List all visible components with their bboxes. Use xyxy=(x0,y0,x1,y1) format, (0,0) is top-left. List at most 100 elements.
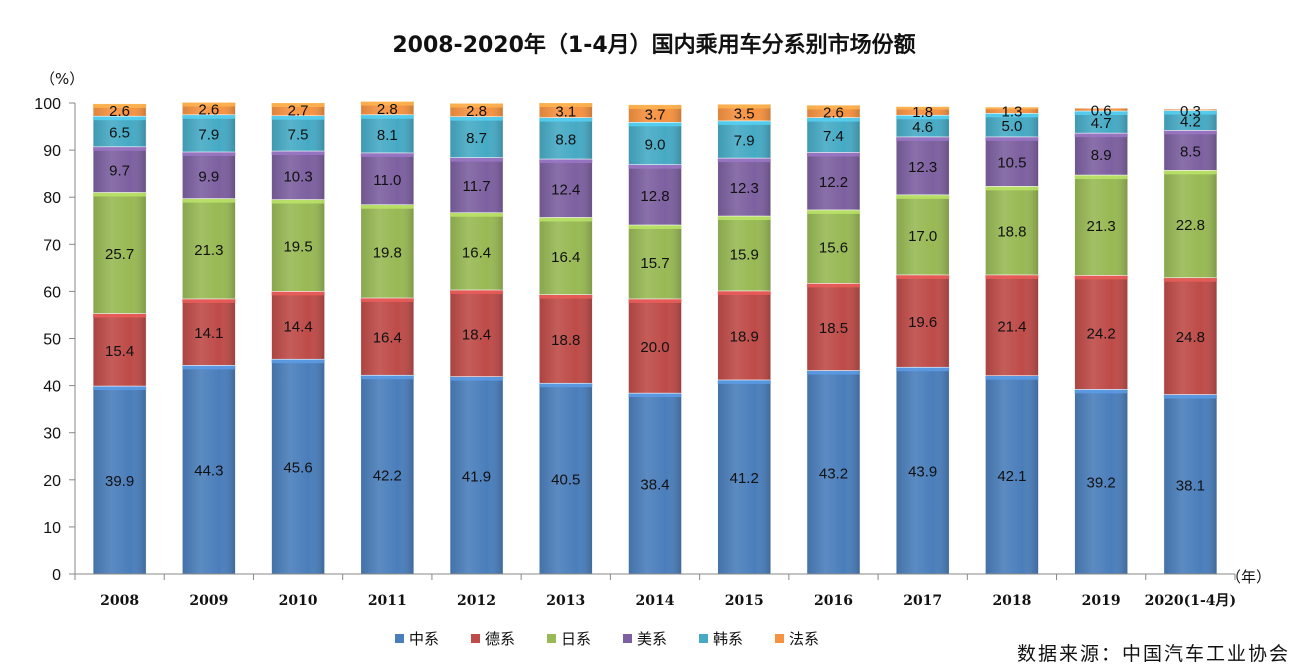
bar-sheen xyxy=(806,283,860,371)
x-unit-label: （年） xyxy=(1226,568,1271,586)
bar-bevel xyxy=(93,146,147,151)
bar-sheen xyxy=(271,359,325,574)
x-tick-label: 2017 xyxy=(903,593,942,609)
bar-bevel xyxy=(182,151,236,156)
bar-sheen xyxy=(1163,130,1217,171)
data-label: 12.4 xyxy=(551,181,580,198)
legend-label: 美系 xyxy=(637,630,667,648)
x-tick-label: 2013 xyxy=(546,593,585,609)
bar-sheen xyxy=(628,104,682,123)
bar-sheen xyxy=(93,116,147,147)
data-label: 14.4 xyxy=(283,318,312,335)
bar-bevel xyxy=(1074,133,1128,138)
x-tick-label: 2019 xyxy=(1082,593,1121,609)
bar-sheen xyxy=(271,115,325,152)
bar-bevel xyxy=(896,106,950,110)
bar-bevel xyxy=(93,116,147,121)
bar-sheen xyxy=(1074,175,1128,276)
bar-sheen xyxy=(271,291,325,360)
y-tick-label: 70 xyxy=(43,237,61,254)
bar-sheen xyxy=(985,375,1039,574)
bar-bevel xyxy=(1163,170,1217,175)
bar-sheen xyxy=(1074,108,1128,112)
data-label: 43.9 xyxy=(908,464,937,481)
data-label: 15.7 xyxy=(640,255,669,272)
bar-bevel xyxy=(539,383,593,388)
bar-bevel xyxy=(360,375,414,380)
data-label: 0.6 xyxy=(1091,103,1112,120)
legend-swatch-0 xyxy=(395,634,404,643)
bar-bevel xyxy=(450,289,504,294)
bar-bevel xyxy=(182,102,236,107)
data-label: 17.0 xyxy=(908,228,937,245)
bar-bevel xyxy=(360,297,414,302)
bar-sheen xyxy=(539,383,593,574)
data-label: 10.5 xyxy=(997,155,1026,172)
x-tick-label: 2016 xyxy=(814,593,853,609)
bar-bevel xyxy=(539,159,593,164)
data-label: 16.4 xyxy=(462,244,491,261)
data-label: 3.1 xyxy=(555,103,576,120)
bar-sheen xyxy=(182,198,236,299)
data-label: 15.9 xyxy=(730,246,759,263)
bar-sheen xyxy=(896,136,950,195)
y-tick-label: 100 xyxy=(34,96,61,113)
bar-bevel xyxy=(539,217,593,222)
data-label: 8.1 xyxy=(377,127,398,144)
bar-sheen xyxy=(628,298,682,394)
y-tick-label: 90 xyxy=(43,143,61,160)
bar-bevel xyxy=(806,209,860,214)
data-label: 8.7 xyxy=(466,130,487,147)
bar-sheen xyxy=(182,365,236,574)
data-label: 21.3 xyxy=(1087,218,1116,235)
x-tick-label: 2011 xyxy=(368,593,407,609)
bar-bevel xyxy=(896,136,950,141)
data-label: 21.4 xyxy=(997,318,1026,335)
data-label: 41.9 xyxy=(462,468,491,485)
bar-sheen xyxy=(1163,170,1217,278)
bar-sheen xyxy=(985,113,1039,137)
data-label: 19.5 xyxy=(283,238,312,255)
data-label: 16.4 xyxy=(551,249,580,266)
bar-sheen xyxy=(539,117,593,160)
bar-bevel xyxy=(806,117,860,122)
bar-sheen xyxy=(628,224,682,299)
bar-sheen xyxy=(717,379,771,574)
data-label: 4.6 xyxy=(912,119,933,136)
bar-sheen xyxy=(271,151,325,200)
data-label: 1.8 xyxy=(912,104,933,121)
data-label: 43.2 xyxy=(819,465,848,482)
chart-title: 2008-2020年（1-4月）国内乘用车分系别市场份额 xyxy=(392,32,915,58)
bar-bevel xyxy=(271,199,325,204)
data-label: 7.9 xyxy=(198,126,219,143)
bar-sheen xyxy=(985,274,1039,376)
bar-bevel xyxy=(93,386,147,391)
bar-sheen xyxy=(360,375,414,574)
data-label: 6.5 xyxy=(109,124,130,141)
bar-bevel xyxy=(628,122,682,127)
legend-label: 韩系 xyxy=(713,630,743,648)
bar-sheen xyxy=(896,106,950,116)
bar-bevel xyxy=(271,115,325,120)
bar-bevel xyxy=(985,375,1039,380)
y-tick-label: 80 xyxy=(43,190,61,207)
data-label: 8.5 xyxy=(1180,143,1201,160)
bar-bevel xyxy=(806,152,860,157)
bar-bevel xyxy=(717,158,771,163)
bar-bevel xyxy=(450,376,504,381)
data-label: 9.7 xyxy=(109,163,130,180)
x-tick-label: 2012 xyxy=(457,593,496,609)
bar-bevel xyxy=(1074,175,1128,180)
bar-bevel xyxy=(539,117,593,122)
bar-bevel xyxy=(985,186,1039,191)
bar-bevel xyxy=(896,194,950,199)
bar-bevel xyxy=(628,104,682,109)
data-label: 11.0 xyxy=(373,172,401,189)
data-label: 45.6 xyxy=(283,460,312,477)
data-label: 39.2 xyxy=(1087,475,1116,492)
bar-bevel xyxy=(1074,111,1128,116)
data-label: 9.0 xyxy=(645,137,666,154)
x-axis: 2008 2009 2010 2011 2012 2013 2014 2015 2016 2017… xyxy=(74,573,1236,609)
data-label: 8.9 xyxy=(1091,147,1112,164)
bar-sheen xyxy=(717,120,771,159)
